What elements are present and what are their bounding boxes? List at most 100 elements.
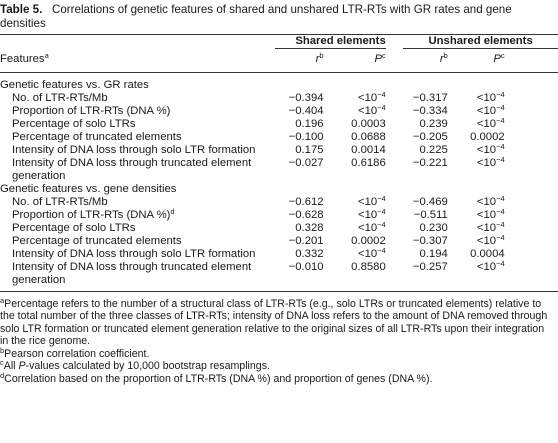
trailing-spacer xyxy=(505,222,558,235)
unshared-p: <10−4 xyxy=(448,115,505,131)
trailing-spacer xyxy=(505,248,558,261)
unshared-p: <10−4 xyxy=(448,220,505,235)
unshared-r: −0.317 xyxy=(412,91,448,104)
section-header-row: Genetic features vs. gene densities xyxy=(0,183,558,196)
row-label: Percentage of truncated elements xyxy=(0,235,275,248)
unshared-r: −0.334 xyxy=(412,104,448,117)
shared-p-value: <10 xyxy=(358,221,378,234)
row-label: Percentage of truncated elements xyxy=(0,131,275,144)
shared-p: <10−4 xyxy=(324,193,386,209)
shared-r: −0.201 xyxy=(288,234,324,247)
header-rule xyxy=(0,71,558,77)
footnote-pre: All xyxy=(3,360,19,372)
row-label-text: Percentage of solo LTRs xyxy=(12,221,136,234)
footnote: bPearson correlation coefficient. xyxy=(0,345,554,361)
footnote-mark: b xyxy=(0,345,5,355)
footnote: aPercentage refers to the number of a st… xyxy=(0,296,554,348)
table-row: Intensity of DNA loss through solo LTR f… xyxy=(0,246,558,261)
col-header-unshared-p: Pc xyxy=(493,51,505,65)
shared-r: 0.175 xyxy=(295,143,324,156)
spacer xyxy=(386,157,404,183)
footnote-text: Pearson correlation coefficient. xyxy=(4,347,150,360)
unshared-r: 0.230 xyxy=(419,221,448,234)
unshared-p: <10−4 xyxy=(448,90,505,105)
row-label: Intensity of DNA loss through solo LTR f… xyxy=(0,144,275,157)
shared-p-value: 0.0002 xyxy=(351,234,386,247)
bottom-rule xyxy=(0,290,558,292)
shared-p: <10−4 xyxy=(324,220,386,235)
row-label-continuation: generation xyxy=(12,169,66,182)
shared-r: −0.027 xyxy=(288,156,324,169)
footnote-italic: P xyxy=(18,360,26,372)
trailing-spacer xyxy=(505,118,558,131)
shared-p-exponent: −4 xyxy=(377,89,386,99)
shared-p: 0.8580 xyxy=(324,261,386,287)
spacer xyxy=(386,92,404,105)
shared-p-exponent: −4 xyxy=(377,193,386,203)
unshared-r: −0.221 xyxy=(412,156,448,169)
row-label: Intensity of DNA loss through solo LTR f… xyxy=(0,248,275,261)
data-table: Shared elements Unshared elements Featur… xyxy=(0,35,558,287)
table-row: Intensity of DNA loss through truncated … xyxy=(0,259,558,287)
top-rule xyxy=(0,34,558,35)
shared-p-value: 0.6186 xyxy=(351,156,386,169)
unshared-p: <10−4 xyxy=(448,232,505,248)
table-row: Percentage of truncated elements −0.100 0.… xyxy=(0,131,558,144)
unshared-p: 0.0002 xyxy=(448,131,505,144)
shared-p-exponent: −4 xyxy=(377,206,386,216)
trailing-spacer xyxy=(505,196,558,209)
unshared-r: 0.225 xyxy=(419,143,448,156)
footnote-text: -values calculated by 10,000 bootstrap r… xyxy=(25,360,270,372)
row-label: Intensity of DNA loss through truncated … xyxy=(0,157,275,183)
spacer xyxy=(386,235,404,248)
trailing-spacer xyxy=(505,235,558,248)
unshared-p-value: <10 xyxy=(476,208,497,221)
shared-p: 0.0002 xyxy=(324,235,386,248)
table-row: Percentage of solo LTRs 0.328 <10−4 0.230 <1… xyxy=(0,220,558,235)
shared-p-value: <10 xyxy=(358,247,378,260)
trailing-spacer xyxy=(505,144,558,157)
unshared-p-exponent: −4 xyxy=(496,206,505,216)
shared-r: 0.328 xyxy=(295,221,324,234)
group-header-unshared: Unshared elements xyxy=(403,35,558,49)
shared-p: 0.0688 xyxy=(324,131,386,144)
row-label-text: Percentage of truncated elements xyxy=(12,130,182,143)
shared-p-value: 0.8580 xyxy=(351,260,386,273)
row-label-continuation: generation xyxy=(12,273,66,286)
col-header-shared-r: rb xyxy=(315,51,324,65)
unshared-p-value: 0.0002 xyxy=(470,130,505,143)
row-label: No. of LTR-RTs/Mb xyxy=(0,196,275,209)
shared-r: −0.628 xyxy=(288,208,324,221)
shared-p-value: <10 xyxy=(358,104,378,117)
row-label-text: No. of LTR-RTs/Mb xyxy=(12,91,108,104)
table-row: No. of LTR-RTs/Mb −0.394 <10−4 −0.317 <10−4 xyxy=(0,89,558,105)
unshared-p-exponent: −4 xyxy=(496,232,505,242)
row-label-text: Proportion of LTR-RTs (DNA %) xyxy=(12,104,171,117)
section-title: Genetic features vs. gene densities xyxy=(0,182,177,195)
row-label: Proportion of LTR-RTs (DNA %) xyxy=(0,105,275,118)
shared-p-value: 0.0014 xyxy=(351,143,386,156)
row-label: Proportion of LTR-RTs (DNA %)d xyxy=(0,206,275,222)
unshared-r: 0.239 xyxy=(419,117,448,130)
row-label-footnote-mark: d xyxy=(170,206,175,216)
group-header-shared: Shared elements xyxy=(275,35,386,49)
table-row: No. of LTR-RTs/Mb −0.612 <10−4 −0.469 <10−4 xyxy=(0,193,558,209)
spacer xyxy=(386,248,404,261)
table-row: Intensity of DNA loss through truncated … xyxy=(0,155,558,183)
spacer xyxy=(386,196,404,209)
spacer xyxy=(386,261,404,287)
row-label-text: No. of LTR-RTs/Mb xyxy=(12,195,108,208)
unshared-p-value: <10 xyxy=(476,91,497,104)
shared-r: 0.196 xyxy=(295,117,324,130)
unshared-p-exponent: −4 xyxy=(496,102,505,112)
spacer xyxy=(386,144,404,157)
unshared-p-exponent: −4 xyxy=(496,115,505,125)
spacer xyxy=(386,131,404,144)
unshared-p-value: <10 xyxy=(476,104,497,117)
row-label-text: Percentage of truncated elements xyxy=(12,234,182,247)
shared-p: <10−4 xyxy=(324,246,386,261)
unshared-p-value: <10 xyxy=(476,234,497,247)
table-row: Proportion of LTR-RTs (DNA %) −0.404 <10−4… xyxy=(0,102,558,118)
row-label: Percentage of solo LTRs xyxy=(0,222,275,235)
unshared-p: 0.0004 xyxy=(448,248,505,261)
